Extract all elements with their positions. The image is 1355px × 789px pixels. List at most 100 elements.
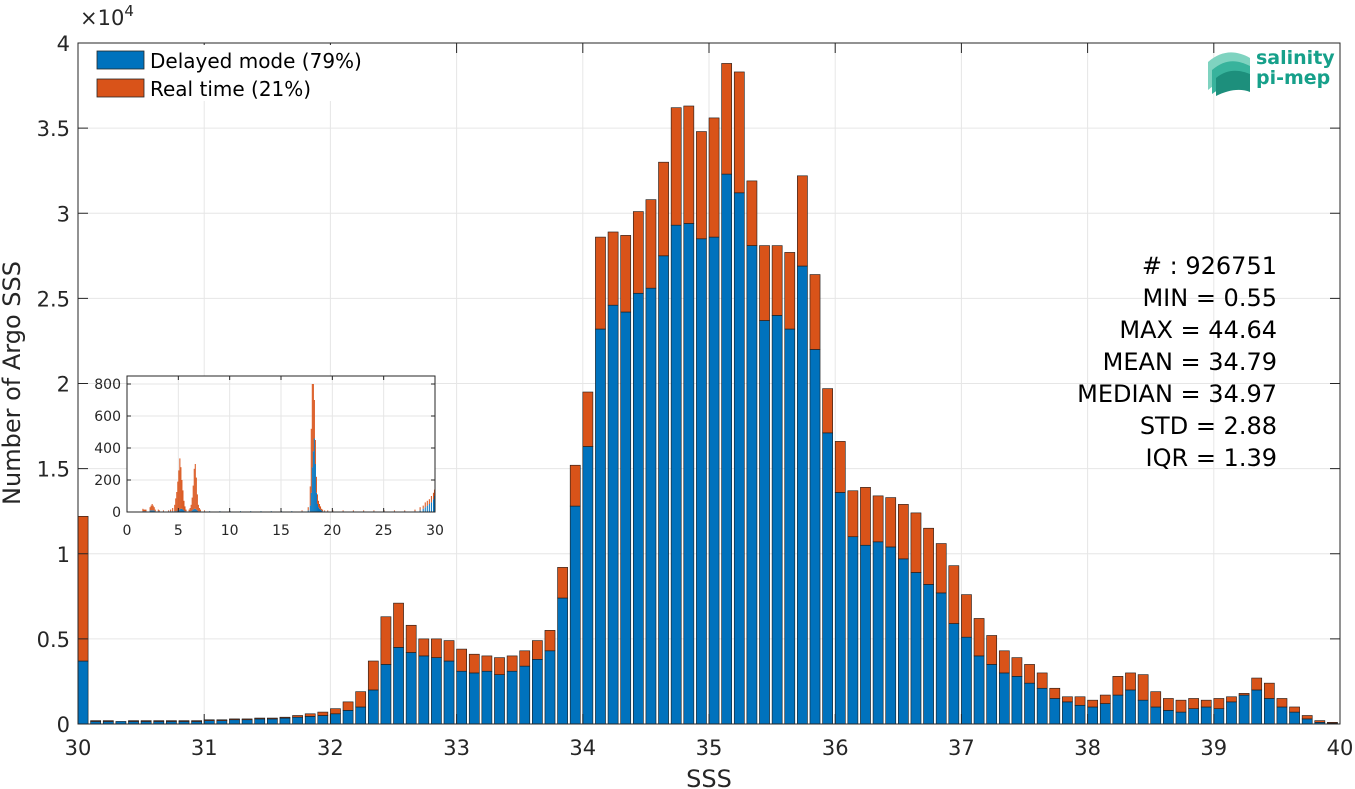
bar-realtime [696,131,707,240]
bar-delayed [193,508,195,512]
bar-realtime [658,161,669,257]
bar-delayed [194,508,196,512]
bar-realtime [961,594,972,638]
x-tick-label: 36 [822,736,849,760]
bar-realtime [428,499,430,504]
bar-realtime [189,508,191,512]
x-tick-label: 10 [221,523,239,539]
bar-realtime [809,274,821,350]
bar-delayed [151,510,153,512]
bar-delayed [1226,701,1237,725]
bar-delayed [428,504,430,512]
bar-realtime [203,719,215,721]
bar-delayed [1150,706,1162,725]
bar-realtime [426,500,428,506]
bar-realtime [1137,674,1149,701]
x-tick-label: 33 [443,736,470,760]
bar-delayed [254,718,266,725]
bar-realtime [355,691,367,708]
bar-realtime [198,508,200,512]
bar-delayed [279,717,291,725]
bar-delayed [961,636,972,725]
bar-realtime [318,504,321,509]
bar-delayed [1238,694,1250,725]
y-tick-label: 400 [94,441,121,457]
bar-delayed [1011,676,1023,725]
bar-delayed [759,320,770,725]
bar-delayed [998,672,1010,725]
bar-realtime [204,510,206,512]
x-tick-label: 37 [948,736,975,760]
bar-delayed [1087,706,1098,725]
bar-delayed [311,467,313,512]
bar-realtime [151,504,153,511]
bar-delayed [986,664,998,725]
x-tick-label: 34 [569,736,596,760]
bar-realtime [197,504,199,512]
bar-realtime [327,510,329,512]
y-axis-label: Number of Argo SSS [0,261,26,505]
bar-realtime [1150,691,1162,708]
stat-line: IQR = 1.39 [1146,444,1277,472]
bar-delayed [150,510,152,512]
bar-realtime [144,509,146,512]
bar-delayed [784,328,796,725]
bar-delayed [519,665,531,725]
bar-realtime [910,512,922,573]
bar-delayed [195,509,197,512]
bar-realtime [190,504,192,512]
logo-wave-icon [1208,52,1250,96]
bar-realtime [320,506,322,510]
bar-realtime [178,470,180,511]
bar-realtime [1263,682,1275,699]
x-tick-label: 32 [317,736,344,760]
bar-realtime [153,507,155,511]
bar-delayed [196,510,198,512]
bar-delayed [216,720,228,725]
bar-delayed [948,623,960,725]
bar-delayed [1301,718,1313,725]
bar-realtime [145,509,147,512]
bar-realtime [414,509,416,512]
bar-delayed [582,446,594,725]
bar-realtime [393,510,395,512]
bar-realtime [1251,677,1263,691]
bar-realtime [405,624,417,653]
bar-realtime [191,497,193,511]
bar-realtime [310,428,312,493]
bar-delayed [355,706,367,725]
bar-realtime [316,494,318,504]
bar-realtime [168,510,170,512]
bar-delayed [834,492,846,725]
bar-realtime [191,720,202,722]
inset-ticks: 0 5 10 15 20 25 30 0 200 400 600 800 [94,376,444,539]
bar-delayed [342,710,354,725]
bar-delayed [424,507,426,512]
bar-delayed [847,536,859,725]
bar-realtime [383,510,385,512]
x-tick-label: 15 [272,523,290,539]
bar-realtime [746,180,758,246]
bar-delayed [422,508,424,512]
bar-delayed [393,647,404,725]
bar-delayed [468,672,480,725]
y-tick-label: 3 [57,202,70,226]
bar-realtime [595,236,606,330]
bar-realtime [430,496,432,503]
bar-realtime [418,638,430,657]
bar-delayed [1074,704,1086,725]
stats-block: # : 926751 MIN = 0.55 MAX = 44.64 MEAN = 34… [1077,252,1277,472]
x-axis-label: SSS [686,765,732,789]
bar-realtime [771,245,783,316]
bar-delayed [683,223,695,725]
bar-delayed [419,510,421,512]
bar-delayed [183,510,185,512]
bar-delayed [1263,698,1275,725]
bar-realtime [279,716,291,719]
bar-realtime [708,117,720,238]
bar-delayed [367,689,379,725]
bar-realtime [1314,720,1326,723]
bar-realtime [157,509,159,512]
bar-delayed [897,558,909,725]
